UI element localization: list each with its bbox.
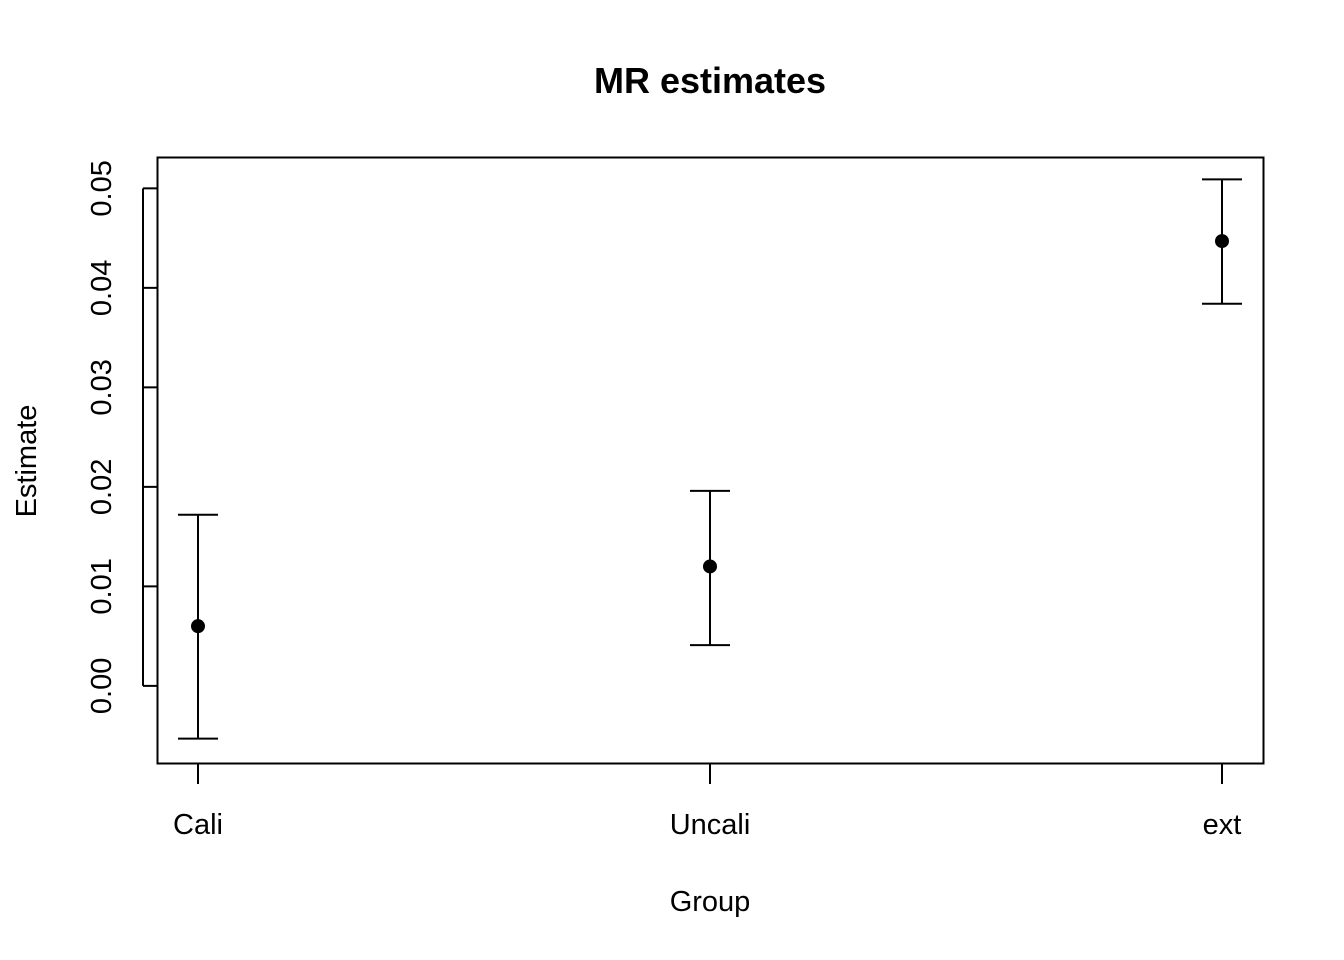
x-axis: Cali Uncali ext — [173, 762, 1242, 841]
y-tick-label: 0.00 — [86, 658, 118, 714]
estimate-point — [703, 559, 717, 574]
estimate-point — [1215, 234, 1229, 249]
y-tick-label: 0.01 — [86, 558, 118, 614]
x-tick-label: ext — [1203, 809, 1242, 841]
y-tick-label: 0.03 — [86, 359, 118, 415]
plot-frame — [156, 156, 1265, 765]
estimate-point — [191, 619, 205, 634]
x-tick-label: Uncali — [670, 809, 751, 841]
x-axis-label: Group — [670, 886, 751, 918]
y-axis: 0.00 0.01 0.02 0.03 0.04 0.05 — [86, 160, 158, 714]
y-tick-label: 0.04 — [86, 260, 118, 316]
chart-marks — [178, 178, 1242, 740]
y-axis-label: Estimate — [11, 405, 43, 518]
y-tick-label: 0.02 — [86, 459, 118, 515]
x-tick-label: Cali — [173, 809, 223, 841]
y-tick-label: 0.05 — [86, 160, 118, 216]
chart-title: MR estimates — [594, 60, 826, 101]
